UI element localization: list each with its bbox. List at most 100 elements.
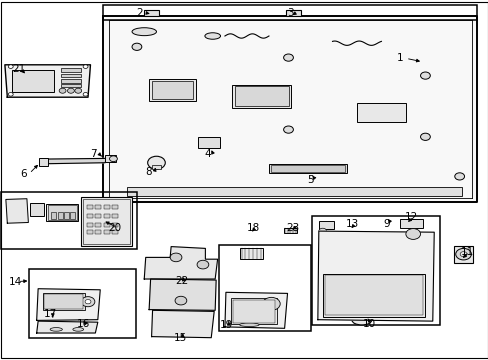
Bar (322, 274, 425, 317)
Bar (324, 275, 423, 315)
Bar (232, 300, 275, 323)
Text: 1: 1 (396, 53, 403, 63)
Circle shape (170, 253, 182, 262)
Circle shape (283, 54, 293, 61)
Text: 22: 22 (175, 276, 188, 286)
Polygon shape (224, 292, 287, 328)
Bar (151, 165, 161, 169)
Bar (87, 214, 93, 218)
Polygon shape (5, 65, 90, 97)
Circle shape (318, 228, 326, 234)
Polygon shape (37, 321, 98, 333)
Circle shape (262, 297, 280, 310)
Ellipse shape (239, 323, 259, 327)
Text: 7: 7 (90, 149, 97, 159)
Polygon shape (317, 231, 433, 321)
Bar (112, 214, 118, 218)
Text: 16: 16 (77, 319, 90, 329)
Circle shape (81, 297, 95, 307)
Bar (43, 293, 84, 310)
Bar (127, 187, 461, 196)
Ellipse shape (204, 33, 220, 39)
Polygon shape (6, 199, 28, 223)
Bar (198, 137, 220, 148)
Circle shape (420, 133, 429, 140)
Circle shape (59, 88, 66, 93)
Circle shape (109, 156, 117, 162)
Bar (112, 230, 118, 234)
Bar (61, 84, 81, 87)
Polygon shape (149, 279, 216, 310)
Bar (81, 197, 132, 246)
Text: 2: 2 (136, 8, 142, 18)
Bar (46, 204, 78, 221)
Bar (239, 248, 263, 259)
Bar (29, 269, 136, 338)
Ellipse shape (73, 328, 83, 331)
Circle shape (8, 65, 13, 68)
Bar (271, 165, 344, 172)
Bar (12, 70, 54, 92)
Circle shape (454, 173, 464, 180)
Bar (61, 68, 81, 72)
Text: 3: 3 (287, 8, 294, 18)
Bar (103, 205, 109, 209)
Bar (51, 212, 56, 219)
Circle shape (175, 296, 186, 305)
Circle shape (420, 72, 429, 79)
Text: 5: 5 (306, 175, 313, 185)
Circle shape (8, 93, 13, 96)
Bar (102, 5, 476, 20)
Text: 6: 6 (20, 168, 27, 179)
Bar (103, 230, 109, 234)
Text: 11: 11 (460, 247, 473, 257)
Polygon shape (102, 16, 476, 202)
Bar (112, 205, 118, 209)
Circle shape (83, 93, 88, 96)
Bar (30, 203, 44, 216)
Circle shape (132, 43, 142, 50)
Bar (318, 221, 334, 229)
Polygon shape (151, 310, 214, 338)
Circle shape (405, 229, 420, 239)
Bar (58, 212, 62, 219)
Bar (399, 219, 423, 228)
Text: 13: 13 (346, 219, 359, 229)
Bar (144, 10, 159, 16)
Text: 4: 4 (204, 149, 211, 159)
Text: 17: 17 (44, 309, 57, 319)
Circle shape (75, 88, 81, 93)
Bar (44, 294, 83, 309)
Bar (95, 230, 101, 234)
Ellipse shape (351, 316, 371, 325)
Bar (105, 155, 116, 162)
Bar (103, 223, 109, 227)
Bar (232, 85, 290, 108)
Circle shape (455, 248, 470, 260)
Text: 19: 19 (220, 320, 233, 330)
Circle shape (197, 260, 208, 269)
Bar (453, 246, 472, 263)
Bar (356, 103, 405, 122)
Circle shape (83, 65, 88, 68)
Polygon shape (41, 158, 106, 164)
Bar (83, 199, 129, 244)
Bar (87, 205, 93, 209)
Text: 10: 10 (362, 319, 375, 329)
Bar (230, 298, 277, 324)
Bar (285, 10, 300, 16)
Bar (95, 205, 101, 209)
Text: 9: 9 (382, 219, 389, 229)
Text: 18: 18 (246, 222, 259, 233)
Text: 15: 15 (173, 333, 186, 343)
Bar (61, 74, 81, 77)
Bar (268, 164, 346, 173)
Polygon shape (144, 247, 217, 279)
Bar (1, 192, 137, 249)
Bar (87, 230, 93, 234)
Bar (234, 86, 288, 106)
Bar (61, 79, 81, 83)
Bar (39, 158, 48, 166)
Circle shape (283, 126, 293, 133)
Bar (64, 212, 69, 219)
